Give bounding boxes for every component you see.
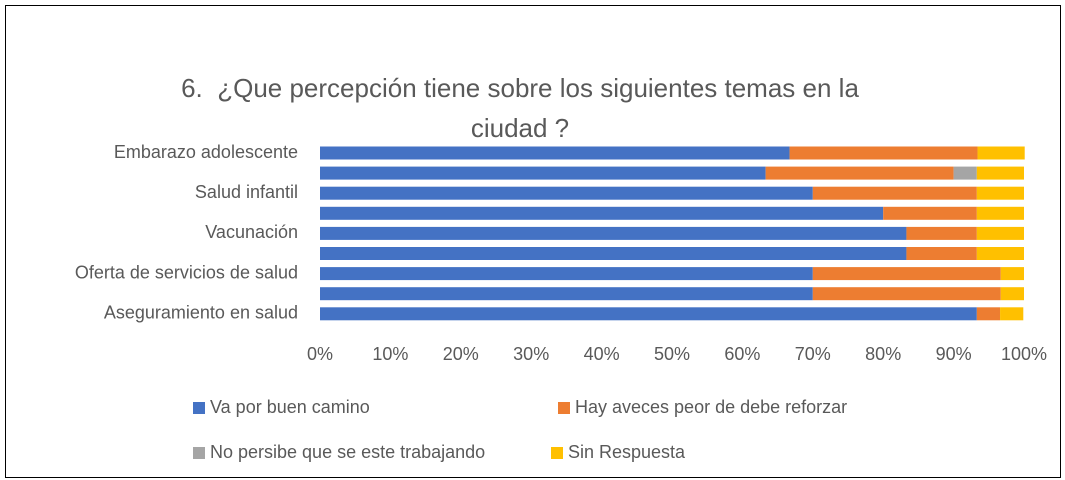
x-tick-label: 80% [865,344,901,364]
bar-segment [320,247,907,260]
legend-label: No persibe que se este trabajando [210,442,485,462]
bar-segment [320,307,977,321]
bar-segment [320,186,813,200]
bar-segment [953,166,977,180]
bar-segment [1000,287,1024,301]
x-tick-label: 70% [795,344,831,364]
x-tick-label: 50% [654,344,690,364]
y-tick-label: Salud infantil [195,182,298,202]
x-tick-label: 30% [513,344,549,364]
y-tick-label: Vacunación [205,222,298,242]
bar-segment [906,247,977,260]
legend-swatch [193,447,205,459]
bar-segment [976,166,1024,180]
legend-swatch [193,402,205,414]
chart-title: 6. ¿Que percepción tiene sobre los sigui… [181,73,867,143]
bar-segment [883,206,977,220]
legend-swatch [551,447,563,459]
bar-segment [977,146,1025,160]
bar-segment [976,186,1024,200]
bar-segment [976,226,1024,240]
y-tick-label: Aseguramiento en salud [104,303,298,323]
y-tick-label: Embarazo adolescente [114,142,298,162]
bar-segment [320,226,907,240]
bar-segment [906,226,977,240]
bar-segment [320,206,884,220]
bar-segment [812,186,977,200]
x-tick-label: 0% [307,344,333,364]
x-tick-label: 60% [724,344,760,364]
bar-segment [1000,307,1024,321]
legend-label: Va por buen camino [210,397,370,417]
bar-segment [976,247,1024,260]
x-tick-label: 100% [1001,344,1047,364]
bar-segment [320,166,766,180]
bar-segment [1000,267,1024,281]
bar-segment [812,267,1001,281]
bar-segment [812,287,1001,301]
legend-swatch [558,402,570,414]
bar-segment [976,307,1001,321]
y-tick-label: Oferta de servicios de salud [75,262,298,282]
bar-segment [320,267,813,281]
x-tick-label: 10% [372,344,408,364]
bar-segment [320,146,790,160]
x-tick-label: 40% [584,344,620,364]
chart-border [5,5,1061,478]
bar-segment [789,146,978,160]
x-tick-label: 90% [936,344,972,364]
x-tick-label: 20% [443,344,479,364]
bar-segment [765,166,954,180]
bar-segment [320,287,813,301]
legend-label: Sin Respuesta [568,442,686,462]
legend-label: Hay aveces peor de debe reforzar [575,397,847,417]
bar-segment [976,206,1024,220]
